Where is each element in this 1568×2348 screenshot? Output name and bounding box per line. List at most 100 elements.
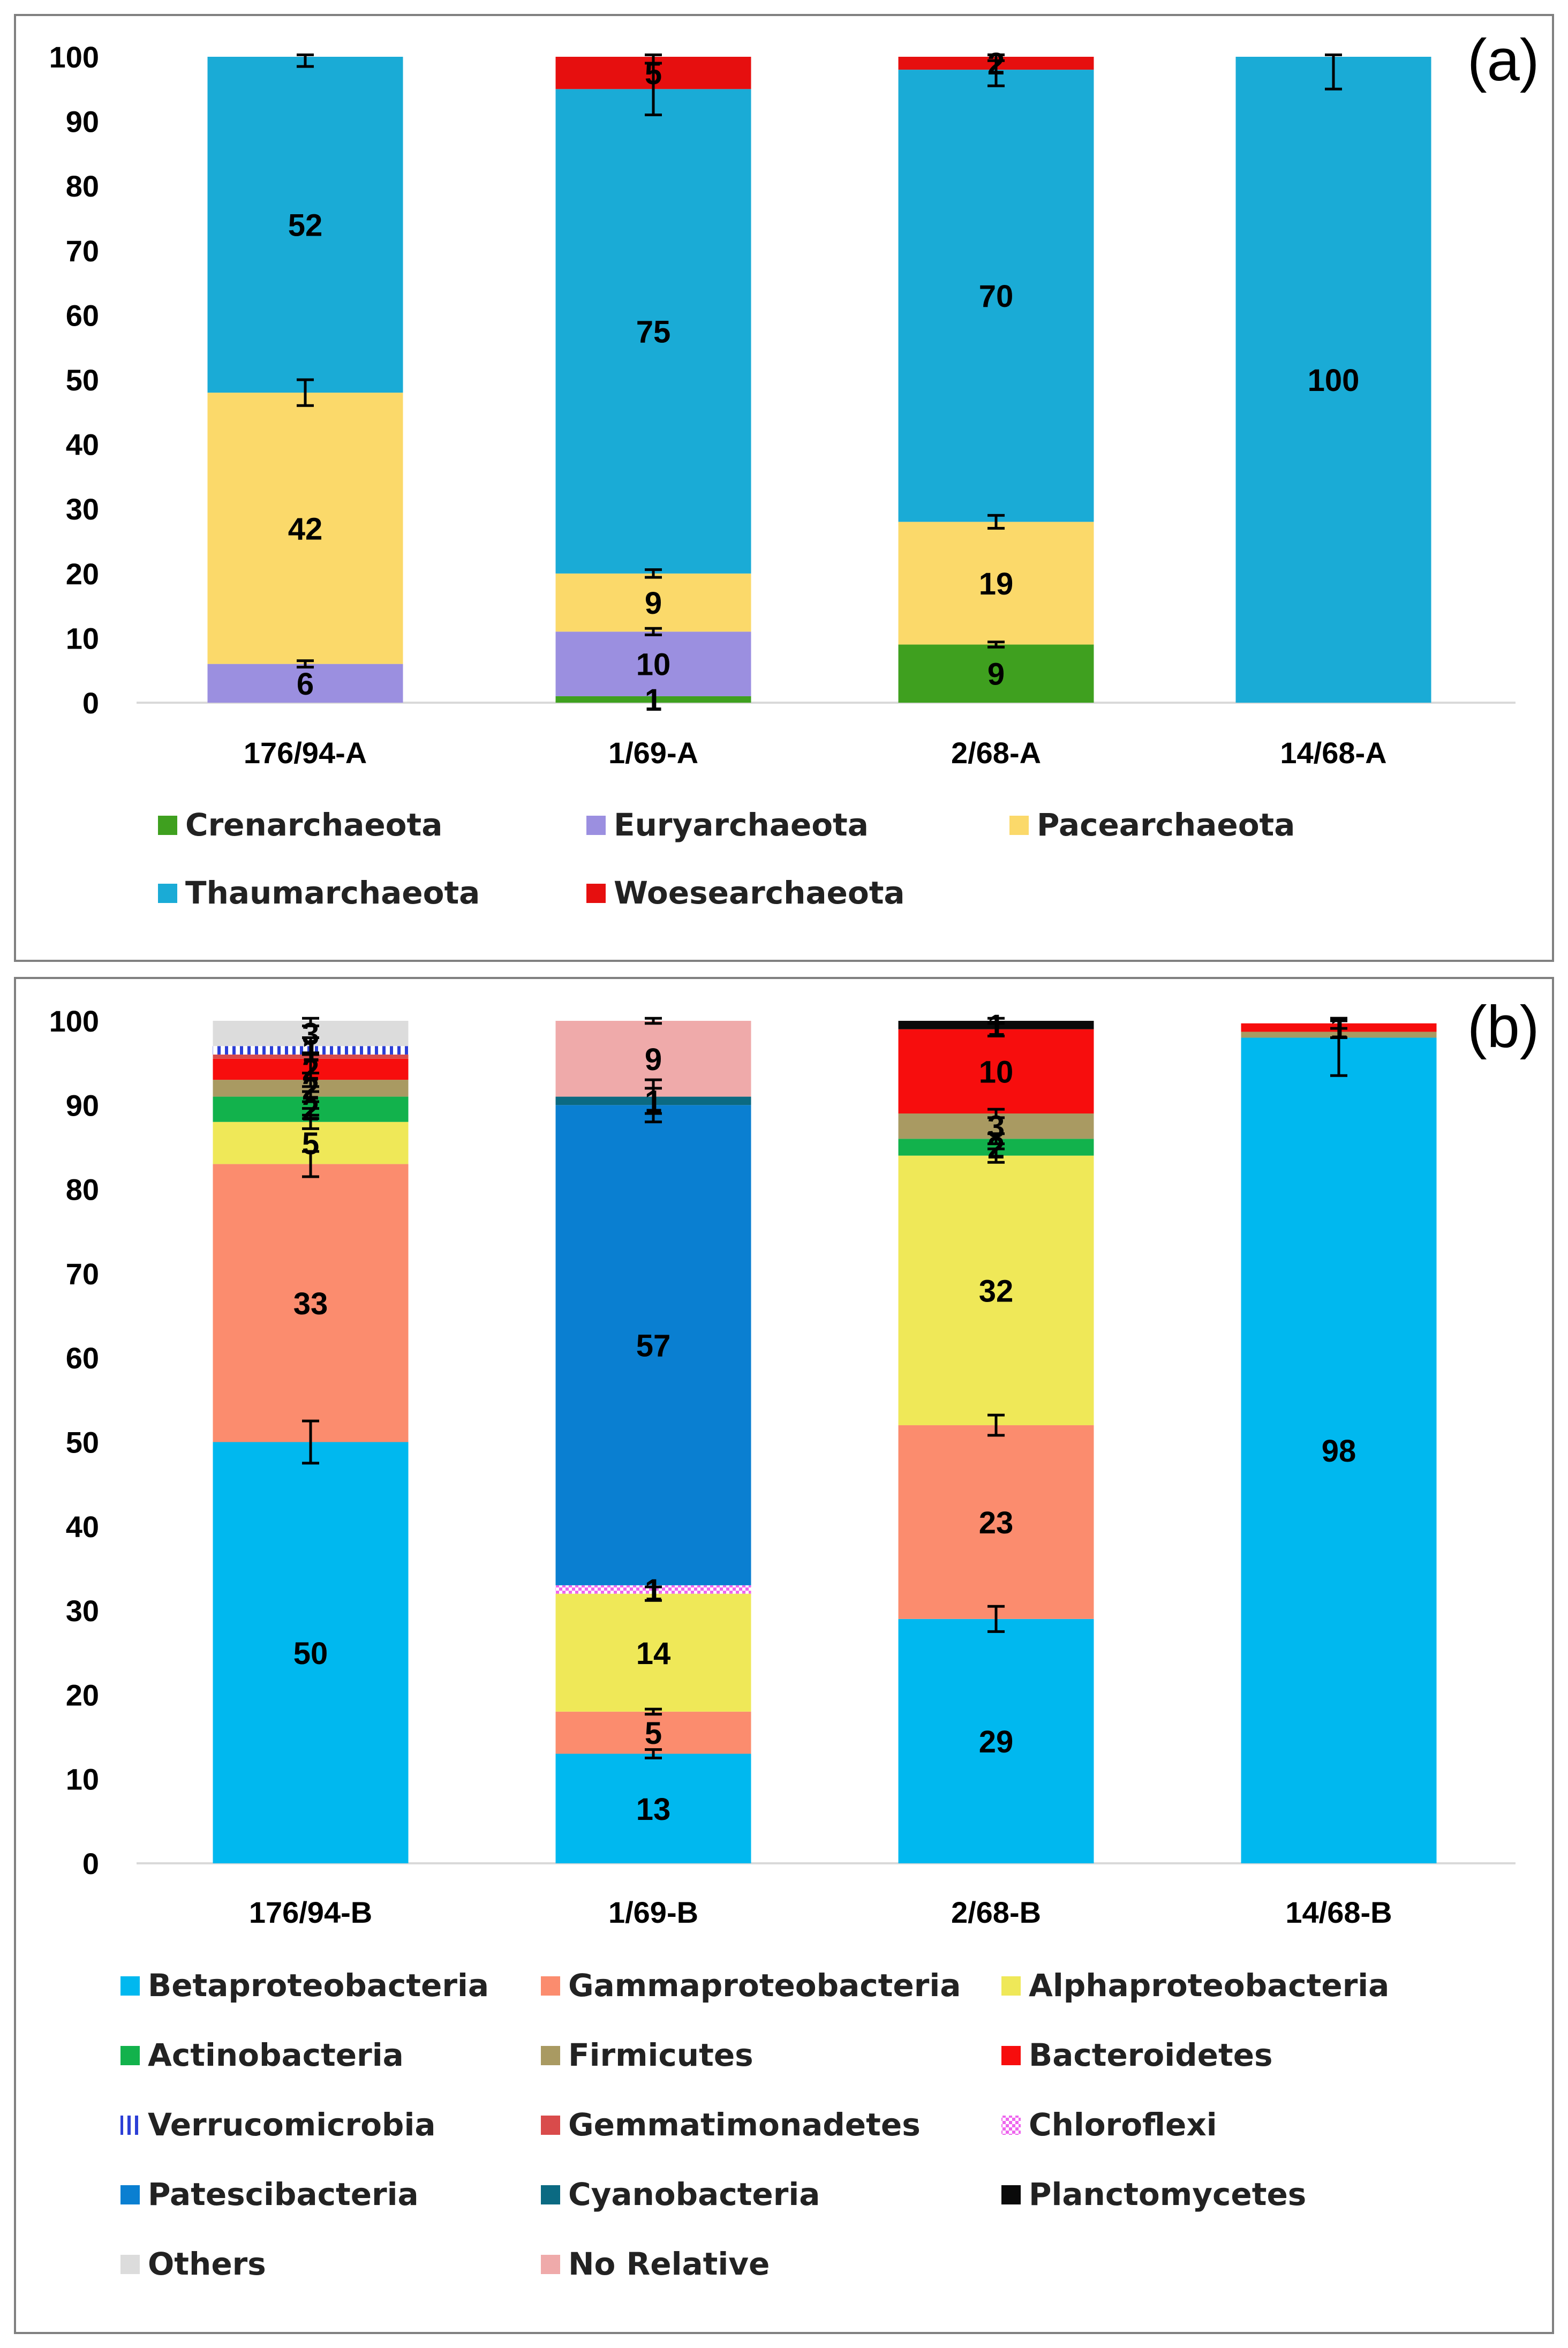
error-bar <box>987 514 1005 530</box>
error-bar <box>987 1132 1005 1146</box>
data-label-pacearchaeota: 9 <box>645 586 662 621</box>
legend-item-firmicutes: Firmicutes <box>541 2037 753 2073</box>
bar-segment-gammaproteobacteria <box>555 1711 751 1754</box>
error-bar <box>645 627 662 636</box>
legend-swatch <box>541 2116 560 2135</box>
error-bar <box>987 1108 1005 1119</box>
legend-swatch <box>1001 2185 1021 2204</box>
panel-a-error-bars <box>297 53 1342 669</box>
legend-item-planctomycetes: Planctomycetes <box>1001 2176 1306 2212</box>
data-label-crenarchaeota: 1 <box>645 683 662 718</box>
error-bar <box>1330 1017 1347 1077</box>
legend-label: Others <box>148 2246 266 2282</box>
panel-b-bars <box>213 1021 1437 1863</box>
y-tick-label: 80 <box>66 1173 99 1207</box>
data-label-patescibacteria: 57 <box>636 1329 671 1364</box>
legend-swatch <box>120 2116 140 2135</box>
legend-label: Chloroflexi <box>1029 2106 1217 2143</box>
legend-label: Woesearchaeota <box>614 875 905 911</box>
y-tick-label: 0 <box>82 1847 99 1880</box>
data-label-alphaproteobacteria: 32 <box>979 1274 1014 1308</box>
data-label-betaproteobacteria: 13 <box>636 1792 671 1827</box>
legend-item-gammaproteobacteria: Gammaproteobacteria <box>541 1967 961 2004</box>
error-bar <box>987 1605 1005 1633</box>
data-label-euryarchaeota: 10 <box>636 648 671 682</box>
x-tick-label: 2/68-B <box>951 1895 1041 1929</box>
error-bar <box>987 53 1005 87</box>
legend-item-bacteroidetes: Bacteroidetes <box>1001 2037 1273 2073</box>
y-tick-label: 10 <box>66 1763 99 1796</box>
error-bar <box>987 1147 1005 1164</box>
legend-label: Euryarchaeota <box>614 807 869 843</box>
legend-item-verrucomicrobia: Verrucomicrobia <box>120 2106 435 2143</box>
bar-segment-thaumarchaeota <box>207 57 403 393</box>
legend-item-woesearchaeota: Woesearchaeota <box>586 875 905 911</box>
data-label-bacteroidetes: 10 <box>979 1055 1014 1089</box>
error-bar <box>302 1017 319 1027</box>
y-tick-label: 20 <box>66 1678 99 1712</box>
legend-swatch <box>120 2255 140 2274</box>
y-tick-label: 100 <box>49 40 99 74</box>
legend-swatch <box>541 2255 560 2274</box>
bar-segment-alphaproteobacteria <box>898 1155 1094 1426</box>
error-bar <box>645 1748 662 1759</box>
y-tick-label: 90 <box>66 1088 99 1122</box>
error-bar <box>645 62 662 117</box>
y-tick-label: 40 <box>66 428 99 462</box>
x-tick-label: 1/69-A <box>608 736 698 770</box>
legend-swatch <box>1009 816 1029 835</box>
legend-item-others: Others <box>120 2246 266 2282</box>
legend-swatch <box>158 884 177 903</box>
legend-label: Betaproteobacteria <box>148 1967 489 2004</box>
bar-segment-thaumarchaeota <box>555 89 751 574</box>
bar-segment-euryarchaeota <box>207 664 403 703</box>
bar-segment-alphaproteobacteria <box>555 1593 751 1712</box>
legend-item-alphaproteobacteria: Alphaproteobacteria <box>1001 1967 1389 2004</box>
legend-label: Patescibacteria <box>148 2176 419 2212</box>
panel-b-error-bars <box>302 1017 1347 1759</box>
error-bar <box>645 568 662 579</box>
panel-a-tag: (a) <box>1467 27 1539 93</box>
data-label-betaproteobacteria: 29 <box>979 1725 1014 1759</box>
error-bar <box>645 1017 662 1025</box>
legend-swatch <box>541 1976 560 1996</box>
data-label-alphaproteobacteria: 14 <box>636 1636 671 1671</box>
legend-item-gemmatimonadetes: Gemmatimonadetes <box>541 2106 921 2143</box>
panel-a-border <box>14 14 1554 962</box>
bar-segment-crenarchaeota <box>898 644 1094 703</box>
legend-label: Alphaproteobacteria <box>1029 1967 1389 2004</box>
bar-segment-thaumarchaeota <box>898 70 1094 522</box>
data-label-thaumarchaeota: 52 <box>288 208 323 243</box>
legend-item-crenarchaeota: Crenarchaeota <box>158 807 442 843</box>
bar-segment-crenarchaeota <box>555 696 751 703</box>
legend-label: Pacearchaeota <box>1037 807 1295 843</box>
bar-segment-gammaproteobacteria <box>213 1164 409 1442</box>
legend-swatch <box>541 2185 560 2204</box>
y-tick-label: 50 <box>66 363 99 397</box>
x-tick-label: 1/69-B <box>608 1895 698 1929</box>
y-tick-label: 0 <box>82 686 99 720</box>
bar-segment-thaumarchaeota <box>1235 57 1431 703</box>
data-label-thaumarchaeota: 70 <box>979 279 1014 314</box>
y-tick-label: 70 <box>66 1257 99 1291</box>
panel-b-tag: (b) <box>1467 994 1539 1060</box>
bar-segment-betaproteobacteria <box>898 1619 1094 1863</box>
data-label-betaproteobacteria: 98 <box>1322 1434 1356 1469</box>
data-label-no-relative: 9 <box>645 1042 662 1077</box>
error-bar <box>645 1707 662 1716</box>
data-label-gammaproteobacteria: 5 <box>645 1716 662 1751</box>
panel-a-category-labels: 176/94-A 1/69-A 2/68-A 14/68-A <box>244 736 1387 770</box>
legend-item-chloroflexi: Chloroflexi <box>1001 2106 1217 2143</box>
y-tick-label: 50 <box>66 1426 99 1459</box>
legend-swatch <box>120 1976 140 1996</box>
legend-swatch <box>1001 2116 1021 2135</box>
error-bar <box>645 1585 662 1602</box>
bar-segment-betaproteobacteria <box>1241 1037 1437 1863</box>
bar-segment-euryarchaeota <box>555 631 751 696</box>
error-bar <box>302 1113 319 1130</box>
y-tick-label: 90 <box>66 105 99 139</box>
